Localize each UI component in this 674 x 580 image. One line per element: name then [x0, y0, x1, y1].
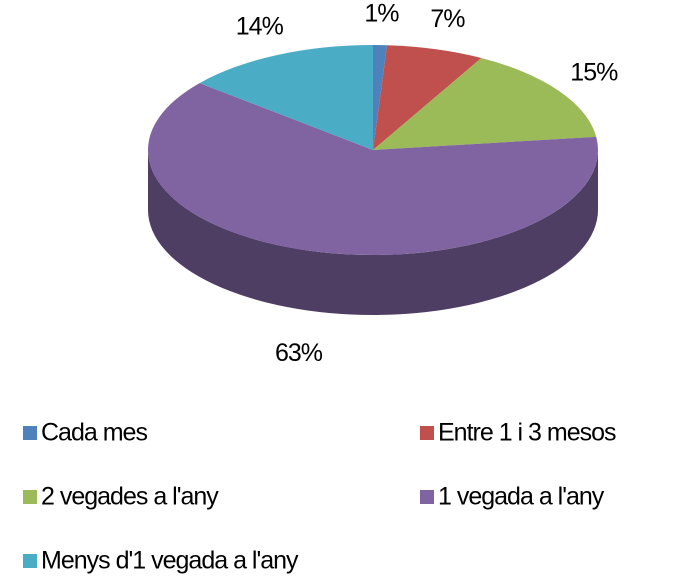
legend-label: Entre 1 i 3 mesos — [438, 419, 616, 447]
legend-swatch — [23, 554, 37, 568]
data-label: 15% — [570, 59, 618, 87]
data-label: 7% — [430, 5, 465, 33]
legend-label: Cada mes — [41, 419, 147, 447]
pie-slice — [148, 83, 598, 255]
legend-swatch — [420, 490, 434, 504]
legend-label: Menys d'1 vegada a l'any — [41, 547, 299, 575]
pie-slice — [199, 45, 373, 150]
pie-slice — [373, 45, 482, 150]
pie-side — [148, 150, 598, 315]
legend-swatch — [23, 426, 37, 440]
data-label: 63% — [275, 339, 323, 367]
legend-swatch — [23, 490, 37, 504]
data-label: 14% — [236, 12, 284, 40]
pie-slice — [373, 45, 388, 150]
legend-label: 1 vegada a l'any — [438, 483, 605, 511]
legend-label: 2 vegades a l'any — [41, 483, 219, 511]
pie-slice — [373, 57, 597, 151]
legend-swatch — [420, 426, 434, 440]
data-label: 1% — [364, 0, 399, 28]
